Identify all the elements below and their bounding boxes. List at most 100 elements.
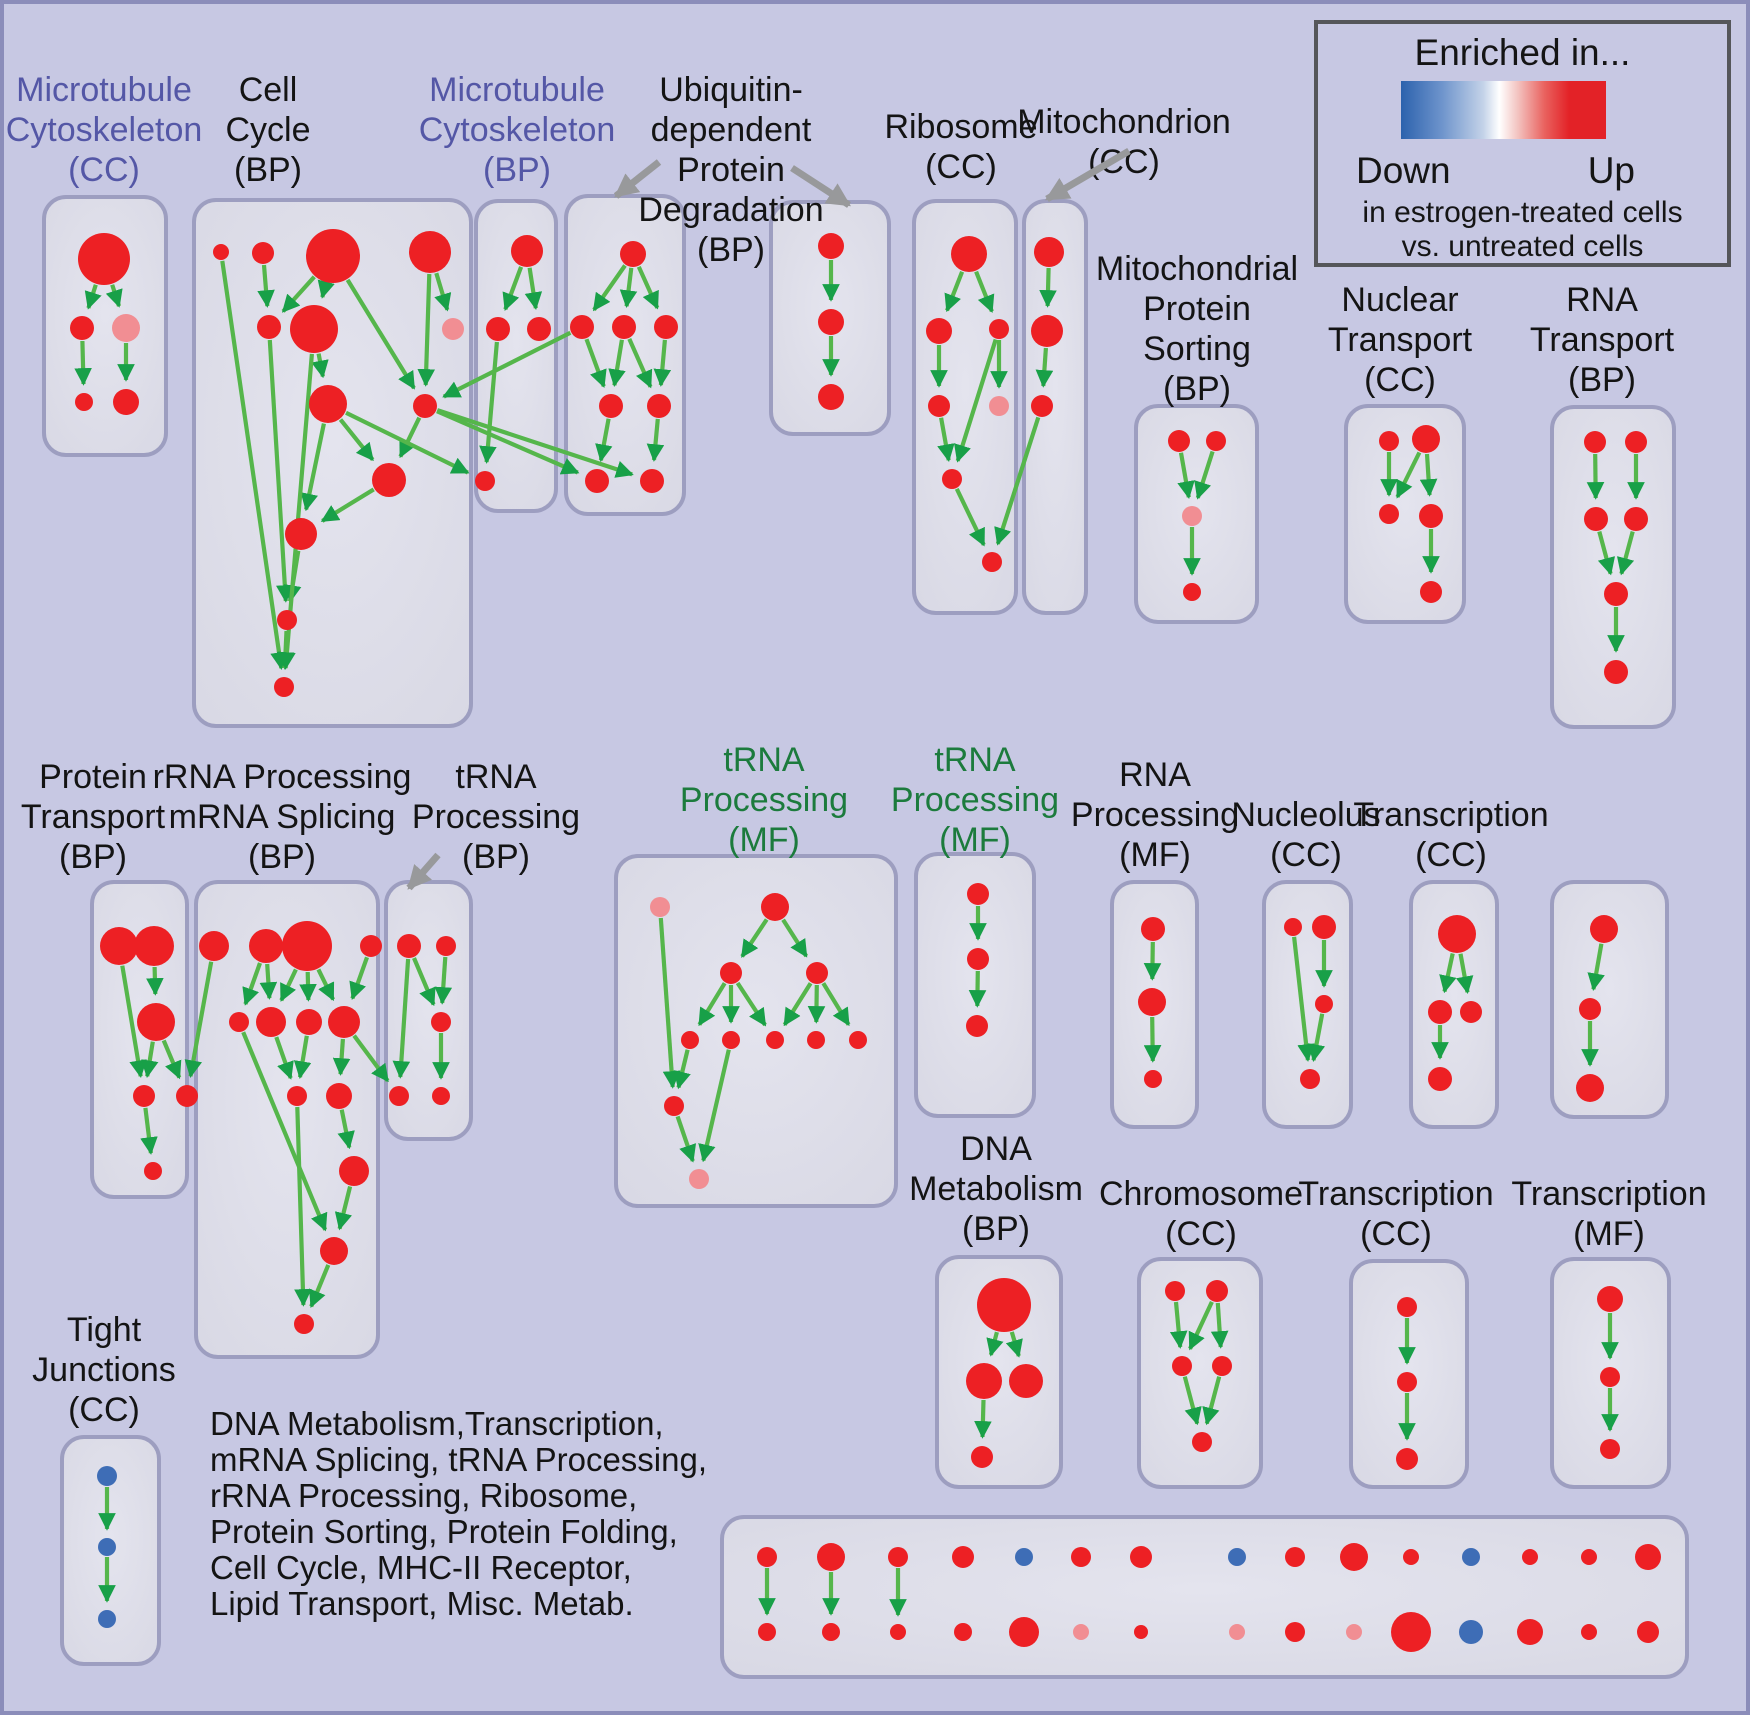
- go-term-node: [1312, 915, 1336, 939]
- go-term-node: [98, 1610, 116, 1628]
- edge-arrow: [1455, 953, 1474, 995]
- go-term-node: [989, 319, 1009, 339]
- edge-arrow: [658, 917, 681, 1089]
- go-term-node: [1403, 1549, 1419, 1565]
- go-term-node: [252, 242, 274, 264]
- go-term-node: [413, 394, 437, 418]
- edge-arrow: [592, 264, 627, 312]
- legend-down-label: Down: [1356, 150, 1451, 191]
- go-term-node: [654, 315, 678, 339]
- go-term-node: [585, 469, 609, 493]
- edge-arrow: [1292, 936, 1315, 1062]
- go-term-node: [431, 1012, 451, 1032]
- go-term-node: [818, 384, 844, 410]
- cluster-box-microtubule-cytoskeleton-bp: [474, 199, 558, 513]
- edge-arrow: [349, 956, 369, 1001]
- go-term-node: [1397, 1372, 1417, 1392]
- edge-arrow: [1143, 1016, 1162, 1063]
- edge-arrow: [653, 339, 672, 387]
- go-term-node: [1438, 915, 1476, 953]
- cross-cluster-edge-arrow: [436, 408, 634, 478]
- cluster-label-trna-processing-mf-1: tRNA Processing (MF): [680, 741, 848, 859]
- go-term-node: [599, 394, 623, 418]
- edge-arrow: [675, 1115, 697, 1163]
- edge-arrow: [1210, 1302, 1229, 1349]
- go-term-node: [650, 897, 670, 917]
- edge-arrow: [316, 968, 335, 1002]
- go-term-node: [1009, 1617, 1039, 1647]
- go-term-node: [486, 317, 510, 341]
- go-term-node: [1229, 1624, 1245, 1640]
- cluster-box-misc-enriched-strip: [720, 1515, 1689, 1679]
- cluster-label-chromosome-cc: Chromosome (CC): [1099, 1175, 1303, 1253]
- cluster-label-dna-metabolism-bp: DNA Metabolism (BP): [909, 1130, 1083, 1248]
- edge-arrow: [300, 423, 326, 512]
- edge-arrow: [524, 267, 543, 310]
- legend-subtitle-line1: in estrogen-treated cells: [1362, 196, 1683, 229]
- edge-arrow: [392, 958, 411, 1079]
- misc-note-line: mRNA Splicing, tRNA Processing,: [210, 1441, 708, 1478]
- edge-arrow: [84, 284, 102, 310]
- go-term-node: [1522, 1549, 1538, 1565]
- edge-arrow: [673, 1049, 691, 1090]
- go-term-node: [1584, 507, 1608, 531]
- go-term-node: [1212, 1356, 1232, 1376]
- go-term-node: [807, 1031, 825, 1049]
- misc-note-line: DNA Metabolism,Transcription,: [210, 1405, 664, 1442]
- edge-arrow: [412, 957, 436, 1007]
- go-term-node: [954, 1623, 972, 1641]
- go-term-node: [1130, 1546, 1152, 1568]
- misc-note-line: Protein Sorting, Protein Folding,: [210, 1513, 678, 1550]
- go-term-node: [1581, 1624, 1597, 1640]
- cluster-label-microtubule-cytoskeleton-bp: Microtubule Cytoskeleton (BP): [419, 71, 616, 189]
- go-term-node: [818, 309, 844, 335]
- nodes-layer: [70, 229, 1661, 1652]
- go-term-node: [112, 314, 140, 342]
- cross-cluster-edge-arrow: [442, 330, 572, 399]
- edge-arrow: [1597, 531, 1616, 576]
- edge-arrow: [1143, 941, 1162, 981]
- cluster-box-chromosome-cc: [1137, 1257, 1263, 1489]
- cross-cluster-edge-arrow: [352, 1034, 390, 1083]
- cluster-label-trna-processing-bp: tRNA Processing (BP): [412, 758, 580, 876]
- go-term-node: [285, 518, 317, 550]
- cluster-box-trna-processing-mf-2: [914, 852, 1036, 1118]
- go-term-node: [432, 1087, 450, 1105]
- cluster-label-mitochondrion-cc: Mitochondrion (CC): [1017, 103, 1231, 181]
- go-term-node: [274, 677, 294, 697]
- cluster-label-trna-processing-mf-2: tRNA Processing (MF): [891, 741, 1059, 859]
- go-term-node: [982, 552, 1002, 572]
- cross-cluster-edge-arrow: [345, 410, 470, 475]
- edge-arrow: [1169, 1301, 1188, 1349]
- edge-arrow: [267, 339, 294, 603]
- cluster-label-transcription-cc-2: Transcription (CC): [1298, 1175, 1493, 1253]
- go-term-node: [309, 385, 347, 423]
- go-term-node: [966, 1015, 988, 1037]
- misc-note-line: rRNA Processing, Ribosome,: [210, 1477, 638, 1514]
- edge-arrow: [986, 1331, 1004, 1357]
- go-term-node: [1134, 1625, 1148, 1639]
- edge-arrow: [1005, 1331, 1023, 1358]
- go-term-node: [1206, 431, 1226, 451]
- cross-cluster-edge-arrow: [994, 416, 1041, 546]
- go-term-node: [1284, 918, 1302, 936]
- go-term-node: [952, 1546, 974, 1568]
- edge-arrow: [782, 982, 813, 1027]
- go-term-node: [1300, 1069, 1320, 1089]
- go-term-node: [1637, 1621, 1659, 1643]
- go-term-node: [1138, 988, 1166, 1016]
- ubiquitin-label-arrow-right: [790, 165, 851, 208]
- go-term-node: [722, 1031, 740, 1049]
- go-term-node: [967, 883, 989, 905]
- go-term-node: [199, 931, 229, 961]
- edge-arrow: [345, 278, 416, 390]
- go-term-node: [1165, 1281, 1185, 1301]
- cluster-label-rna-transport-bp: RNA Transport (BP): [1530, 281, 1675, 399]
- go-term-node: [294, 1314, 314, 1334]
- go-term-node: [78, 233, 130, 285]
- edge-arrow: [1587, 943, 1605, 992]
- go-term-node: [1600, 1367, 1620, 1387]
- go-term-node: [436, 936, 456, 956]
- go-term-node: [1379, 504, 1399, 524]
